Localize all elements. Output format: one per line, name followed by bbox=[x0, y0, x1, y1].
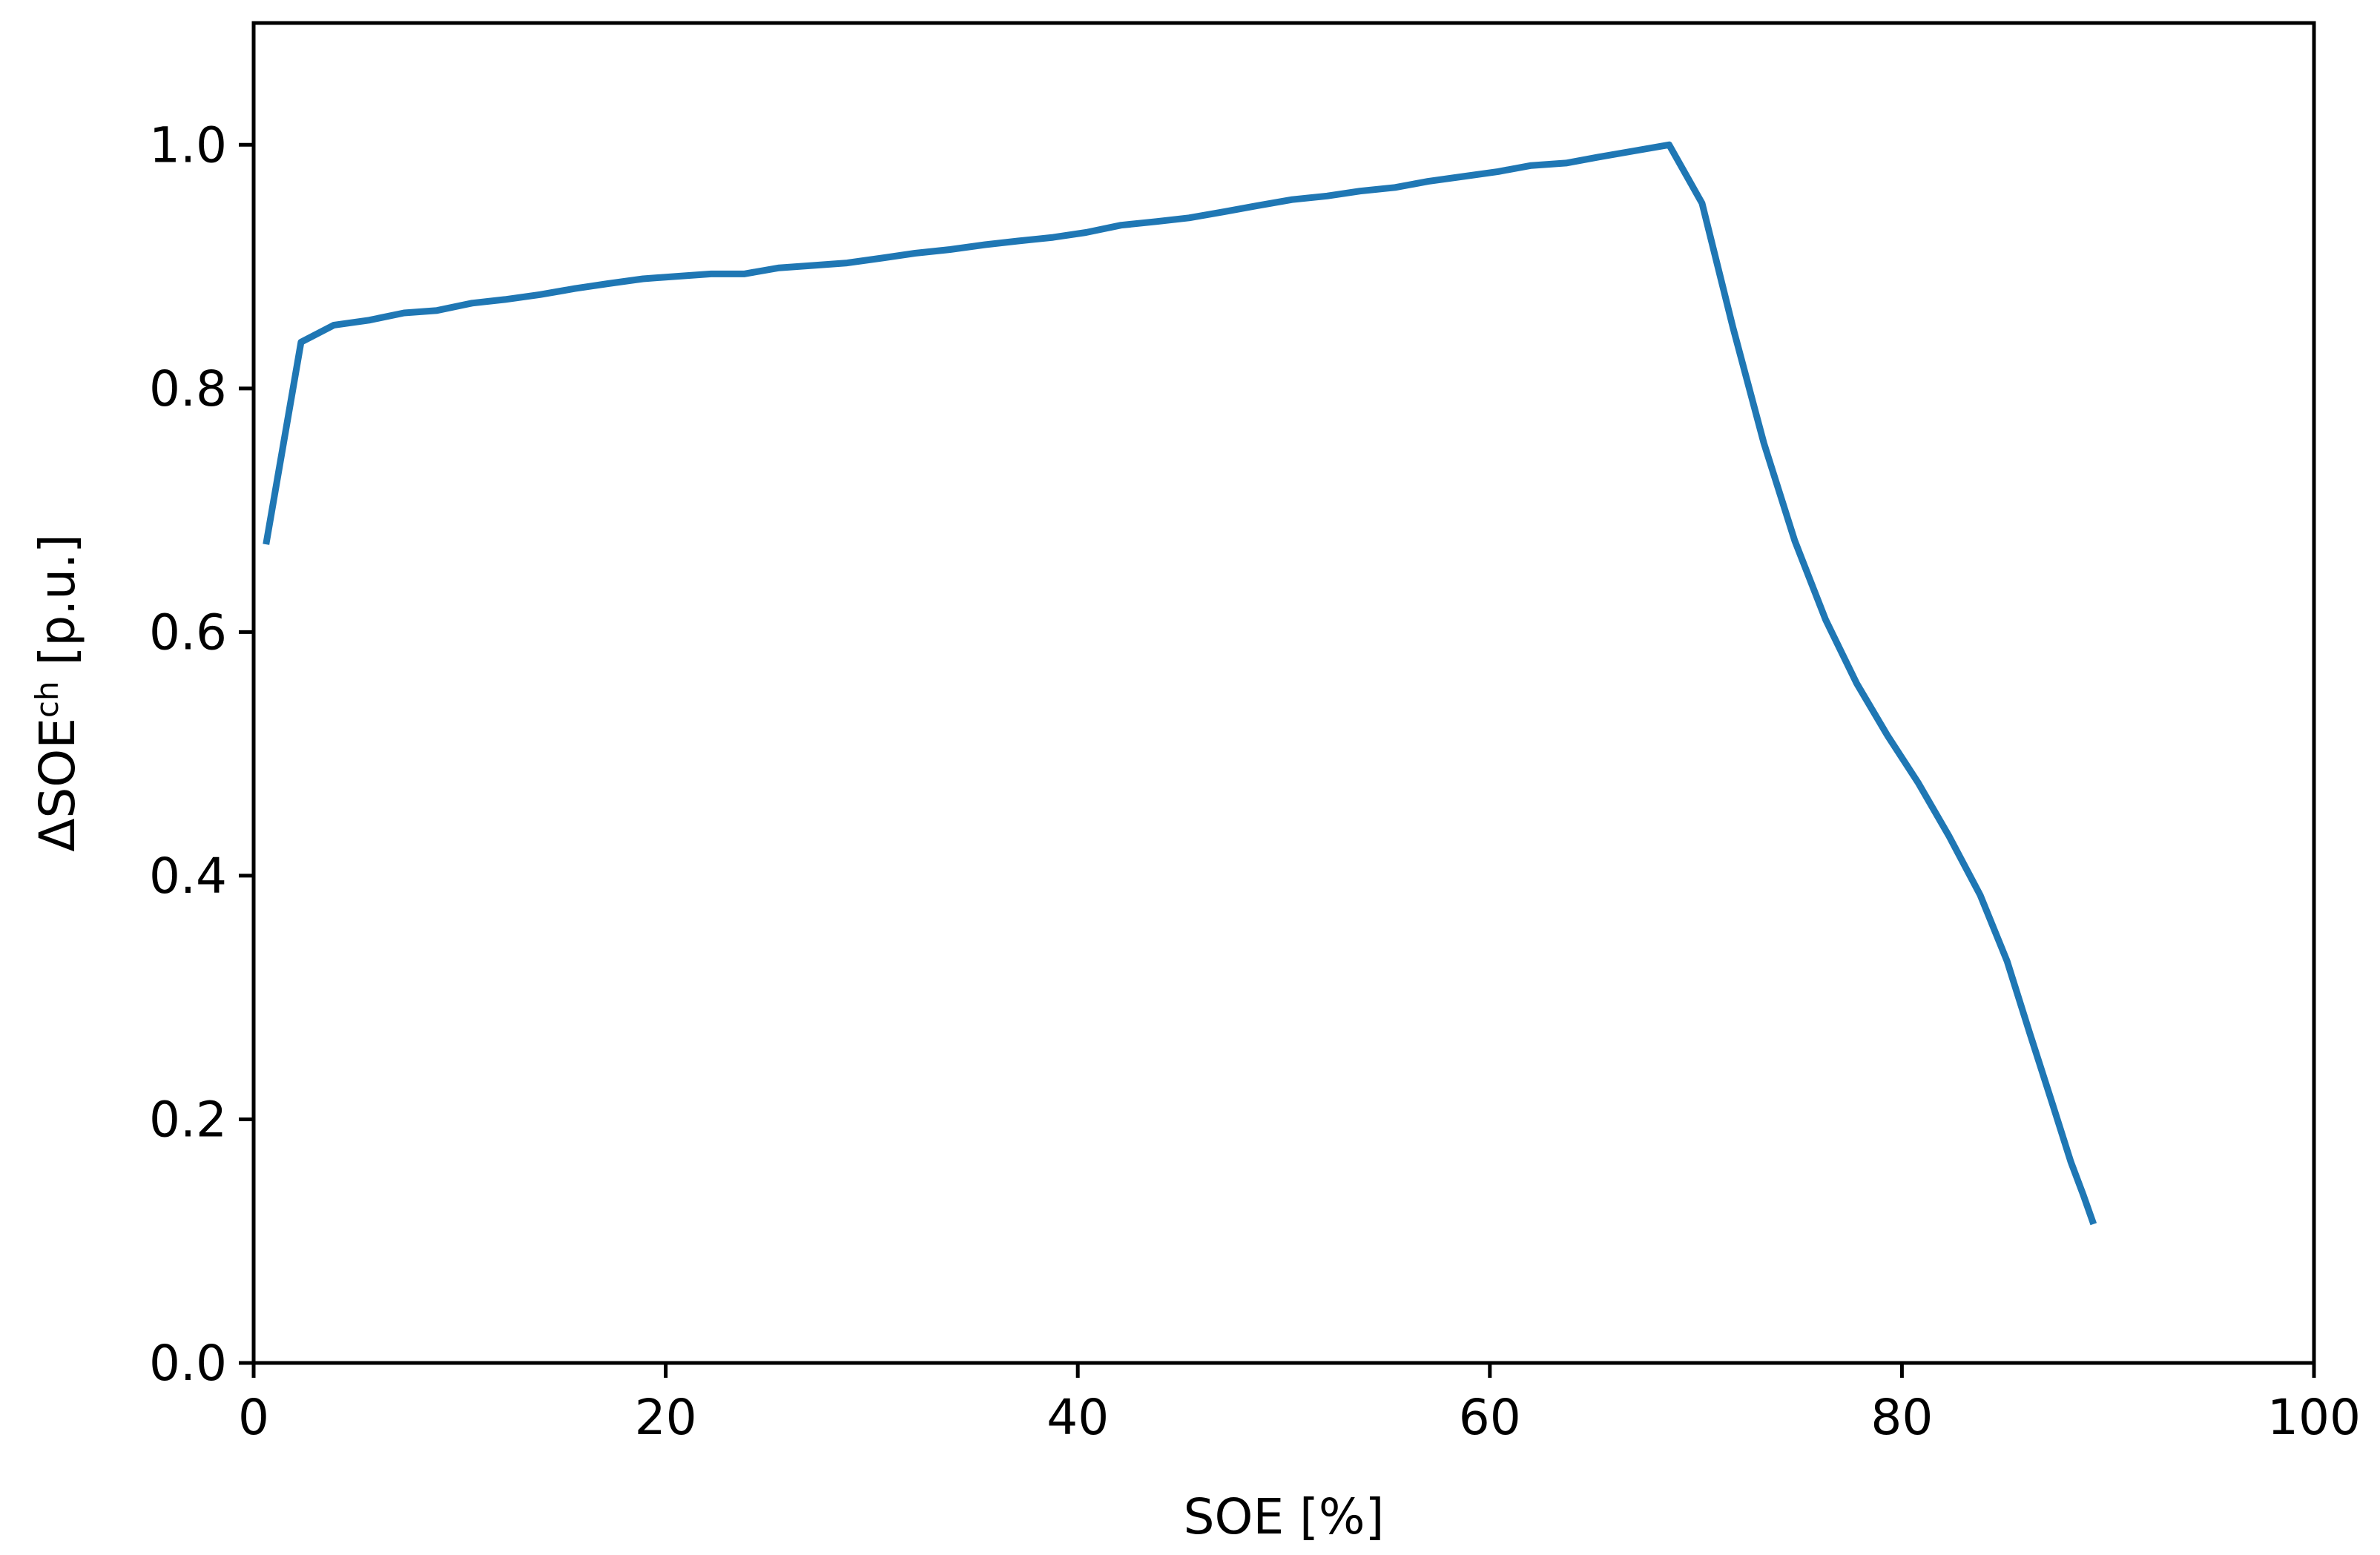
x-tick-label: 100 bbox=[2267, 1389, 2361, 1446]
x-axis-ticks: 0 20 40 60 80 100 bbox=[238, 1363, 2361, 1446]
y-tick-label: 0.0 bbox=[149, 1335, 227, 1392]
y-tick-label: 0.4 bbox=[149, 848, 227, 905]
x-tick-label: 60 bbox=[1459, 1389, 1521, 1446]
x-tick-label: 80 bbox=[1870, 1389, 1933, 1446]
y-axis-ticks: 0.0 0.2 0.4 0.6 0.8 1.0 bbox=[149, 116, 254, 1392]
y-tick-label: 1.0 bbox=[149, 116, 227, 174]
y-axis-title-suffix: [p.u.] bbox=[29, 534, 86, 681]
data-series-line bbox=[263, 141, 2097, 1226]
y-tick-label: 0.2 bbox=[149, 1091, 227, 1148]
y-axis-title-superscript: ch bbox=[29, 681, 65, 718]
x-tick-label: 20 bbox=[635, 1389, 697, 1446]
plot-area bbox=[251, 21, 2316, 1365]
y-tick-label: 0.8 bbox=[149, 360, 227, 417]
x-tick-label: 40 bbox=[1046, 1389, 1109, 1446]
x-tick-label: 0 bbox=[238, 1389, 269, 1446]
y-axis-title: ΔSOEch [p.u.] bbox=[29, 534, 86, 852]
y-tick-label: 0.6 bbox=[149, 604, 227, 661]
plot-frame bbox=[251, 21, 2316, 1365]
y-axis-title-prefix: ΔSOE bbox=[29, 718, 86, 852]
x-axis-title: SOE [%] bbox=[1184, 1488, 1385, 1545]
